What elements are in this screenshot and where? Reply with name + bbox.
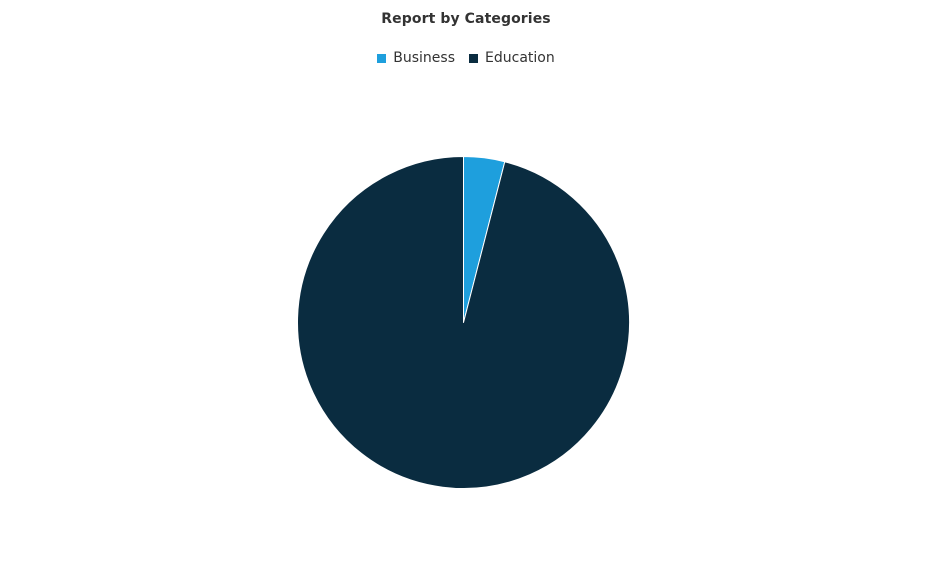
legend-label-education: Education [485,50,555,66]
legend-label-business: Business [393,50,456,66]
legend-item-business[interactable]: Business [377,49,455,67]
chart-title: Report by Categories [381,11,551,27]
legend-swatch-education [469,53,479,63]
legend-item-education[interactable]: Education [469,49,555,67]
pie-slice-education[interactable] [297,156,630,489]
legend-swatch-business [377,53,387,63]
chart-legend: Business Education [0,49,932,67]
